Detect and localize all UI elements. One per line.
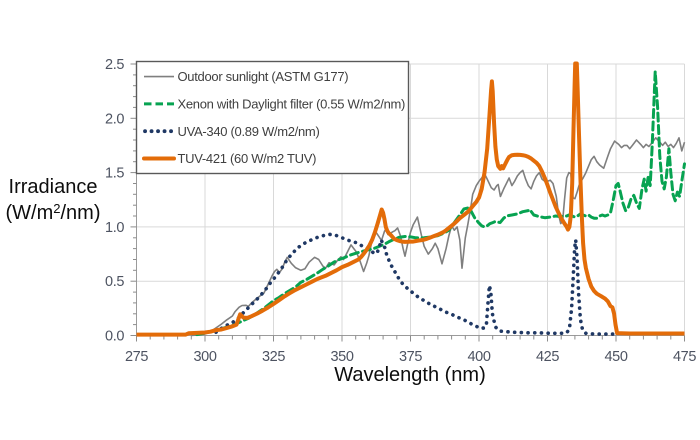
svg-text:1.0: 1.0 (105, 220, 124, 236)
svg-text:TUV-421 (60 W/m2 TUV): TUV-421 (60 W/m2 TUV) (178, 151, 317, 166)
svg-text:325: 325 (262, 349, 285, 365)
svg-text:350: 350 (331, 349, 354, 365)
svg-text:0.5: 0.5 (105, 274, 124, 290)
svg-text:400: 400 (468, 349, 491, 365)
svg-text:275: 275 (125, 349, 148, 365)
svg-text:375: 375 (399, 349, 422, 365)
svg-text:450: 450 (605, 349, 628, 365)
svg-text:475: 475 (673, 349, 696, 365)
svg-text:Irradiance: Irradiance (9, 176, 98, 198)
svg-text:UVA-340 (0.89 W/m2/nm): UVA-340 (0.89 W/m2/nm) (178, 124, 320, 139)
svg-text:1.5: 1.5 (105, 166, 124, 182)
svg-text:Wavelength (nm): Wavelength (nm) (334, 364, 486, 386)
svg-text:(W/m2/nm): (W/m2/nm) (6, 201, 101, 224)
svg-text:Xenon with Daylight filter (0.: Xenon with Daylight filter (0.55 W/m2/nm… (178, 97, 406, 112)
svg-text:2.0: 2.0 (105, 111, 124, 127)
svg-text:2.5: 2.5 (105, 57, 124, 73)
svg-text:425: 425 (536, 349, 559, 365)
svg-text:Outdoor sunlight (ASTM G177): Outdoor sunlight (ASTM G177) (178, 69, 349, 84)
svg-text:0.0: 0.0 (105, 329, 124, 345)
svg-text:300: 300 (194, 349, 217, 365)
